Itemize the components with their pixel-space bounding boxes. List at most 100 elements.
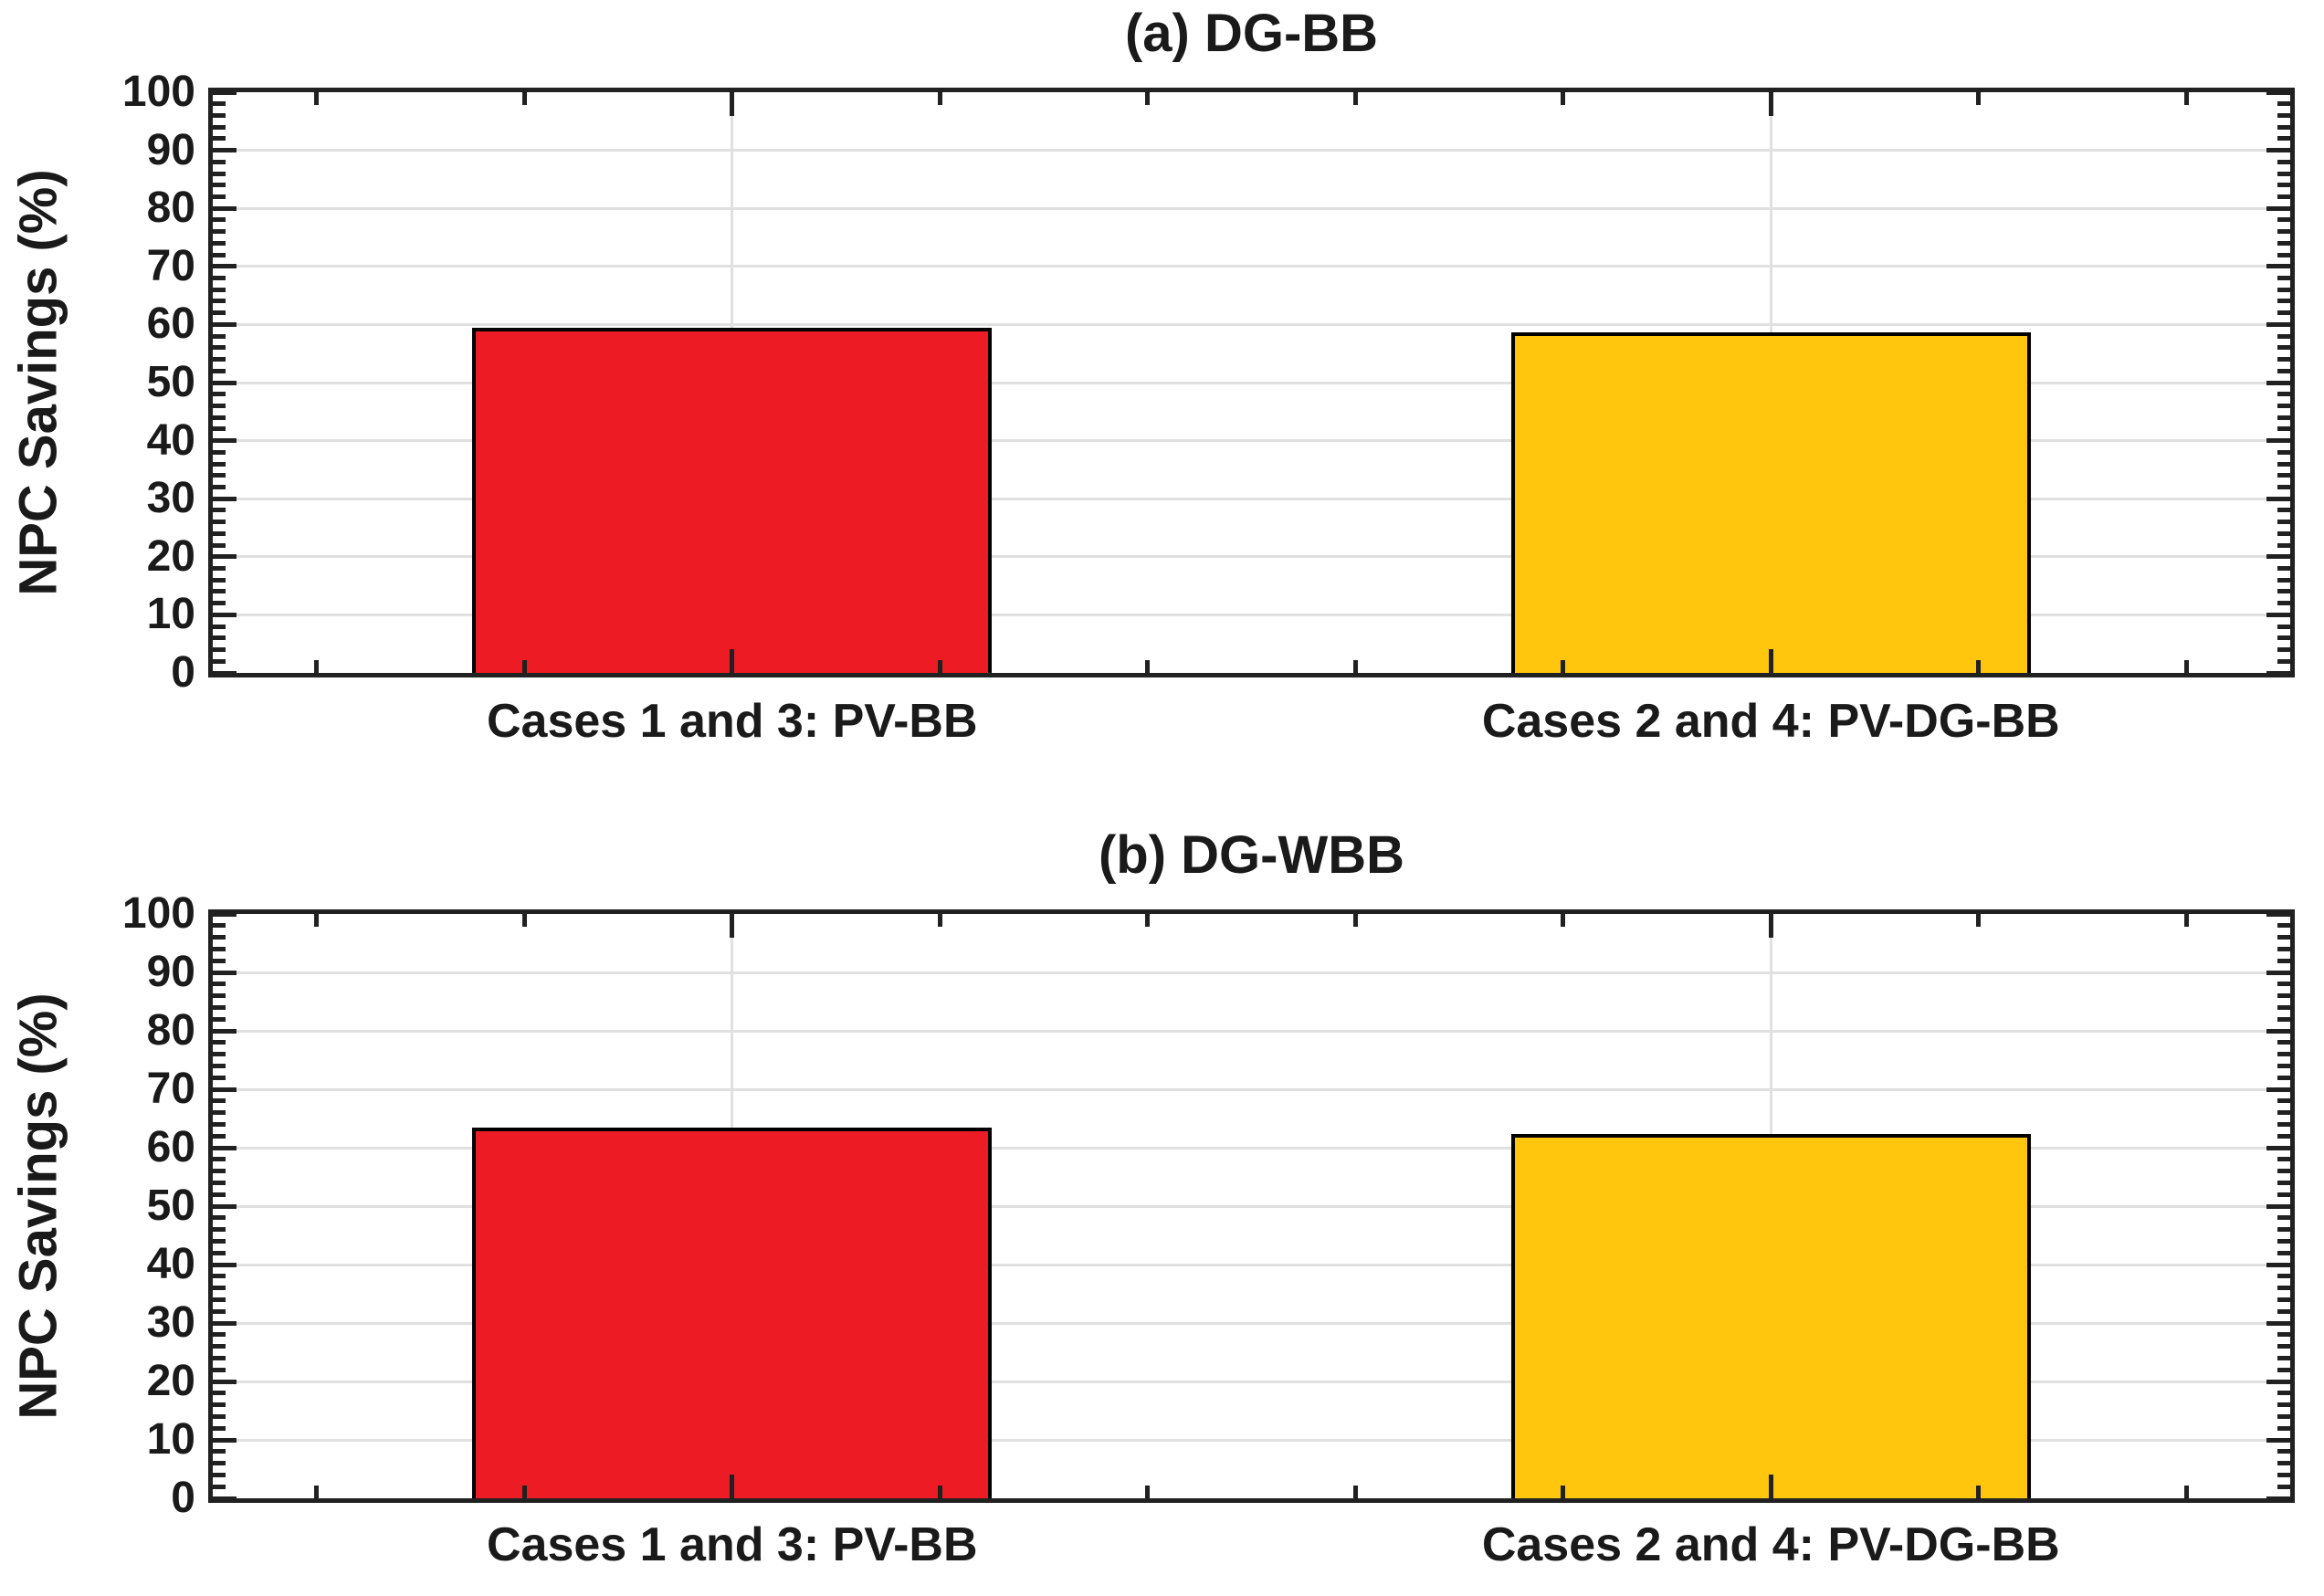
y-minor-tick bbox=[2277, 1355, 2290, 1360]
y-minor-tick bbox=[213, 333, 226, 339]
y-gridline bbox=[213, 206, 2290, 210]
y-minor-tick bbox=[213, 958, 226, 963]
y-minor-tick bbox=[2277, 1157, 2290, 1162]
y-minor-tick bbox=[213, 1004, 226, 1010]
y-major-tick bbox=[213, 1262, 237, 1267]
bar-1 bbox=[472, 1127, 993, 1498]
y-minor-tick bbox=[213, 1367, 226, 1372]
y-major-tick bbox=[213, 496, 237, 501]
y-minor-tick bbox=[213, 658, 226, 664]
y-minor-tick bbox=[2277, 368, 2290, 373]
y-gridline bbox=[213, 149, 2290, 152]
y-minor-tick bbox=[2277, 112, 2290, 118]
y-minor-tick bbox=[213, 566, 226, 572]
y-minor-tick bbox=[213, 240, 226, 246]
x-minor-tick bbox=[1976, 914, 1982, 927]
y-minor-tick bbox=[213, 1391, 226, 1396]
y-major-tick bbox=[2266, 911, 2290, 917]
ytick-label: 50 bbox=[146, 358, 195, 406]
ytick-label: 60 bbox=[146, 299, 195, 349]
ytick-label: 10 bbox=[146, 1415, 195, 1464]
y-minor-tick bbox=[213, 287, 226, 292]
subplot-b-plot-area bbox=[208, 909, 2295, 1503]
y-minor-tick bbox=[2277, 1344, 2290, 1349]
x-major-tick bbox=[1768, 92, 1773, 116]
y-minor-tick bbox=[2277, 217, 2290, 223]
y-minor-tick bbox=[213, 415, 226, 420]
x-minor-tick bbox=[937, 92, 942, 105]
y-minor-tick bbox=[2277, 426, 2290, 432]
y-major-tick bbox=[2266, 1437, 2290, 1443]
x-minor-tick bbox=[314, 92, 320, 105]
y-major-tick bbox=[213, 1087, 237, 1092]
y-minor-tick bbox=[2277, 508, 2290, 513]
ytick-label: 90 bbox=[146, 125, 195, 174]
bar-1 bbox=[472, 328, 993, 673]
y-gridline bbox=[213, 1204, 2290, 1208]
x-major-tick bbox=[1768, 914, 1773, 938]
y-minor-tick bbox=[2277, 449, 2290, 455]
y-minor-tick bbox=[2277, 415, 2290, 420]
y-minor-tick bbox=[213, 1413, 226, 1419]
subplot-a-xtick-label-2: Cases 2 and 4: PV-DG-BB bbox=[1481, 695, 2060, 748]
y-minor-tick bbox=[213, 530, 226, 536]
y-minor-tick bbox=[2277, 1461, 2290, 1466]
y-minor-tick bbox=[213, 136, 226, 142]
y-minor-tick bbox=[213, 1344, 226, 1349]
y-minor-tick bbox=[213, 1332, 226, 1338]
subplot-b-xtick-label-1: Cases 1 and 3: PV-BB bbox=[486, 1518, 978, 1571]
y-minor-tick bbox=[213, 946, 226, 951]
y-minor-tick bbox=[2277, 589, 2290, 594]
bar-2 bbox=[1510, 332, 2031, 673]
y-minor-tick bbox=[213, 392, 226, 397]
y-minor-tick bbox=[2277, 520, 2290, 525]
y-minor-tick bbox=[2277, 601, 2290, 606]
y-gridline bbox=[213, 555, 2290, 559]
x-minor-tick bbox=[1976, 92, 1982, 105]
subplot-a-plot-area bbox=[208, 88, 2295, 677]
y-major-tick bbox=[213, 1320, 237, 1326]
subplot-a-title: (a) DG-BB bbox=[1124, 4, 1379, 63]
x-minor-tick bbox=[1145, 92, 1151, 105]
y-minor-tick bbox=[2277, 1308, 2290, 1314]
y-minor-tick bbox=[2277, 276, 2290, 281]
y-minor-tick bbox=[213, 589, 226, 594]
y-minor-tick bbox=[2277, 635, 2290, 641]
y-minor-tick bbox=[213, 935, 226, 940]
y-major-tick bbox=[213, 321, 237, 327]
y-minor-tick bbox=[213, 577, 226, 583]
y-minor-tick bbox=[2277, 310, 2290, 316]
x-minor-tick bbox=[1352, 1486, 1358, 1498]
x-minor-tick bbox=[1145, 914, 1151, 927]
y-minor-tick bbox=[213, 1121, 226, 1127]
x-major-tick bbox=[730, 649, 735, 673]
ytick-label: 0 bbox=[171, 648, 195, 697]
x-minor-tick bbox=[1352, 92, 1358, 105]
y-minor-tick bbox=[2277, 252, 2290, 257]
x-minor-tick bbox=[521, 1486, 527, 1498]
x-major-tick bbox=[730, 1475, 735, 1498]
x-major-tick bbox=[730, 92, 735, 116]
y-minor-tick bbox=[2277, 566, 2290, 572]
y-major-tick bbox=[2266, 1320, 2290, 1326]
y-major-tick bbox=[2266, 380, 2290, 385]
y-minor-tick bbox=[213, 1461, 226, 1466]
x-minor-tick bbox=[937, 660, 942, 673]
y-minor-tick bbox=[213, 276, 226, 281]
y-minor-tick bbox=[213, 1425, 226, 1431]
y-major-tick bbox=[2266, 264, 2290, 269]
y-gridline bbox=[213, 381, 2290, 384]
x-major-tick bbox=[730, 914, 735, 938]
y-minor-tick bbox=[213, 624, 226, 629]
y-minor-tick bbox=[2277, 1121, 2290, 1127]
y-minor-tick bbox=[213, 1472, 226, 1477]
y-minor-tick bbox=[213, 403, 226, 408]
ytick-label: 30 bbox=[146, 1298, 195, 1347]
x-minor-tick bbox=[314, 1486, 320, 1498]
y-gridline bbox=[213, 971, 2290, 974]
y-major-tick bbox=[213, 554, 237, 560]
y-minor-tick bbox=[2277, 159, 2290, 164]
ytick-label: 50 bbox=[146, 1181, 195, 1230]
y-gridline bbox=[213, 497, 2290, 500]
y-minor-tick bbox=[213, 1297, 226, 1302]
